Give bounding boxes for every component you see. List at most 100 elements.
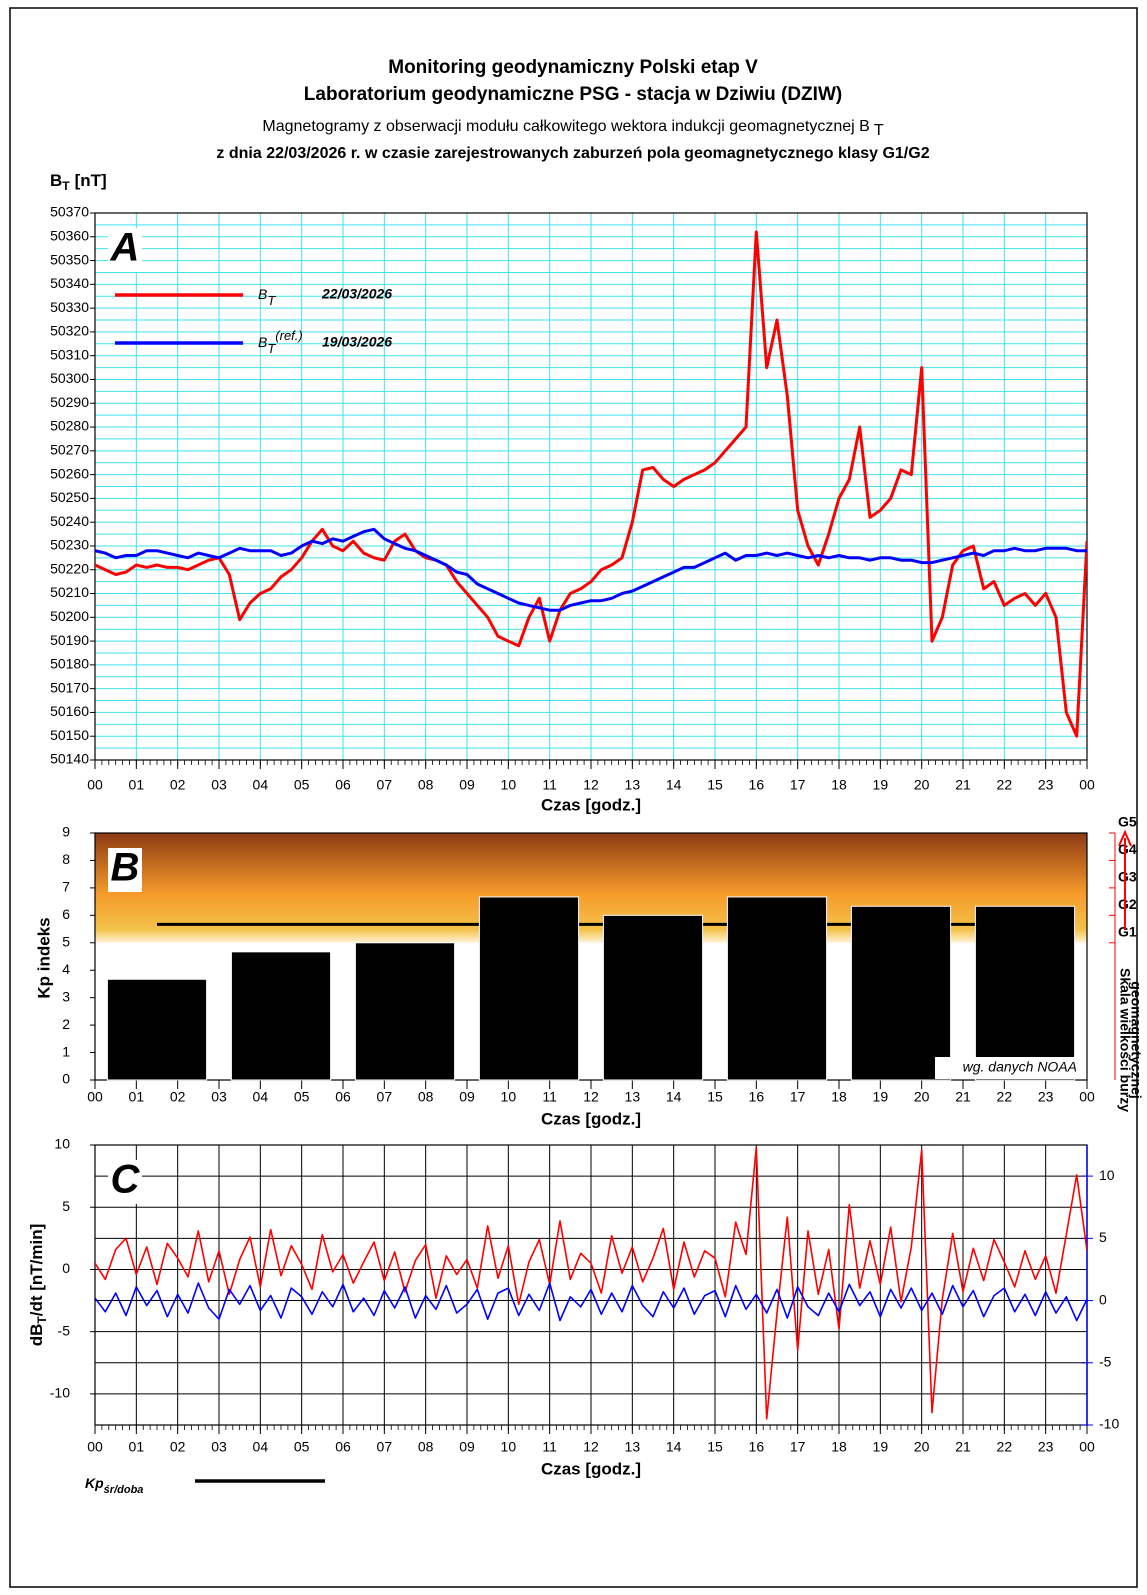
- x-tick-label: 23: [1038, 1089, 1054, 1105]
- y-tick-label: 10: [54, 1136, 70, 1152]
- x-tick-label: 19: [873, 1439, 889, 1455]
- y-tick-label: 50210: [50, 584, 89, 600]
- x-tick-label: 14: [666, 777, 682, 793]
- legend-symbol-sub: T: [267, 293, 276, 308]
- y-tick-label: 50180: [50, 656, 89, 672]
- mean-legend-sub: śr/doba: [104, 1484, 144, 1496]
- x-tick-label: 04: [253, 1439, 269, 1455]
- annotation-bg: [935, 1057, 1081, 1079]
- x-tick-label: 15: [707, 777, 723, 793]
- x-tick-label: 14: [666, 1439, 682, 1455]
- bar: [974, 905, 1076, 1081]
- panel-label: A: [110, 226, 140, 270]
- x-tick-label: 11: [542, 1439, 557, 1455]
- x-tick-label: 18: [831, 1089, 847, 1105]
- x-tick-label: 06: [335, 1439, 351, 1455]
- bar: [354, 942, 456, 1081]
- subtitle: Magnetogramy z obserwacji modułu całkowi…: [262, 118, 883, 139]
- panel-label: C: [111, 1158, 141, 1202]
- x-tick-label: 05: [294, 1089, 310, 1105]
- x-tick-label: 16: [749, 1439, 765, 1455]
- x-tick-label: 16: [749, 777, 765, 793]
- mean-legend-main: Kp: [85, 1475, 104, 1491]
- x-tick-label: 19: [873, 777, 889, 793]
- legend-symbol: BT(ref.): [258, 328, 303, 356]
- bar: [602, 914, 704, 1081]
- x-tick-label: 09: [459, 1089, 475, 1105]
- x-tick-label: 11: [542, 777, 557, 793]
- x-tick-label: 01: [129, 1089, 145, 1105]
- y-tick-label: 50190: [50, 632, 89, 648]
- x-tick-label: 13: [625, 1439, 641, 1455]
- x-tick-label: 21: [955, 777, 971, 793]
- y-axis-title-unit: [nT]: [75, 171, 107, 190]
- mean-legend-label: Kpśr/doba: [85, 1475, 143, 1496]
- x-tick-label: 02: [170, 777, 186, 793]
- bar: [106, 978, 208, 1081]
- x-tick-label: 00: [1079, 1439, 1095, 1455]
- x-tick-label: 12: [583, 1439, 599, 1455]
- x-axis-title: Czas [godz.]: [541, 795, 641, 814]
- y2-tick-label: G4: [1118, 841, 1137, 857]
- y2-axis-title: Skala wielkości burzy: [1117, 968, 1133, 1112]
- y2-axis-title: geomagnetycznej: [1128, 981, 1144, 1098]
- y2-tick-label: 0: [1099, 1291, 1107, 1307]
- y-tick-label: 50330: [50, 299, 89, 315]
- y-axis-title-main: dB: [27, 1324, 46, 1347]
- x-tick-label: 00: [87, 1439, 103, 1455]
- y-tick-label: -10: [50, 1385, 70, 1401]
- charts: 5014050150501605017050180501905020050210…: [27, 171, 1144, 1495]
- series-line: [95, 1146, 1087, 1420]
- y-axis-title-sub: T: [35, 1316, 49, 1324]
- x-tick-label: 03: [211, 777, 227, 793]
- legend-symbol: BT: [258, 286, 276, 309]
- y-tick-label: 9: [62, 824, 70, 840]
- x-tick-label: 07: [377, 1089, 393, 1105]
- bar: [230, 951, 332, 1081]
- y-tick-label: 50360: [50, 227, 89, 243]
- x-tick-label: 12: [583, 777, 599, 793]
- y-tick-label: 50160: [50, 703, 89, 719]
- y-axis-title-unit: /dt [nT/min]: [27, 1224, 46, 1317]
- x-tick-label: 19: [873, 1089, 889, 1105]
- series-line: [95, 527, 1087, 612]
- panel-label-bg: [108, 848, 142, 892]
- x-tick-label: 03: [211, 1089, 227, 1105]
- x-tick-label: 18: [831, 1439, 847, 1455]
- y-tick-label: 50240: [50, 513, 89, 529]
- legend-symbol-main: B: [258, 286, 267, 302]
- x-tick-label: 20: [914, 1439, 930, 1455]
- y-tick-label: 1: [62, 1043, 70, 1059]
- x-tick-label: 13: [625, 777, 641, 793]
- y2-tick-label: -10: [1099, 1416, 1119, 1432]
- x-tick-label: 23: [1038, 777, 1054, 793]
- bar: [850, 905, 952, 1081]
- x-tick-label: 09: [459, 1439, 475, 1455]
- y-axis-title: BT [nT]: [50, 171, 107, 193]
- y-axis-title: dBT/dt [nT/min]: [27, 1224, 49, 1347]
- y2-tick-label: G1: [1118, 923, 1137, 939]
- x-axis-title: Czas [godz.]: [541, 1109, 641, 1128]
- x-tick-label: 16: [749, 1089, 765, 1105]
- y-tick-label: 50340: [50, 275, 89, 291]
- y-tick-label: 50350: [50, 251, 89, 267]
- y-tick-label: 0: [62, 1260, 70, 1276]
- y2-tick-label: 10: [1099, 1167, 1115, 1183]
- title-line-2: Laboratorium geodynamiczne PSG - stacja …: [304, 84, 842, 105]
- x-tick-label: 05: [294, 1439, 310, 1455]
- y-tick-label: 50320: [50, 323, 89, 339]
- y-tick-label: 5: [62, 933, 70, 949]
- x-tick-label: 00: [87, 1089, 103, 1105]
- x-tick-label: 17: [790, 1089, 806, 1105]
- series-line: [95, 1282, 1087, 1322]
- x-tick-label: 10: [501, 1089, 517, 1105]
- y-tick-label: 50300: [50, 370, 89, 386]
- y-tick-label: 50170: [50, 679, 89, 695]
- y-tick-label: 50260: [50, 465, 89, 481]
- x-tick-label: 12: [583, 1089, 599, 1105]
- y2-tick-label: G2: [1118, 896, 1137, 912]
- y2-tick-label: -5: [1099, 1353, 1112, 1369]
- legend-label: 22/03/2026: [321, 286, 392, 302]
- x-tick-label: 22: [997, 1439, 1013, 1455]
